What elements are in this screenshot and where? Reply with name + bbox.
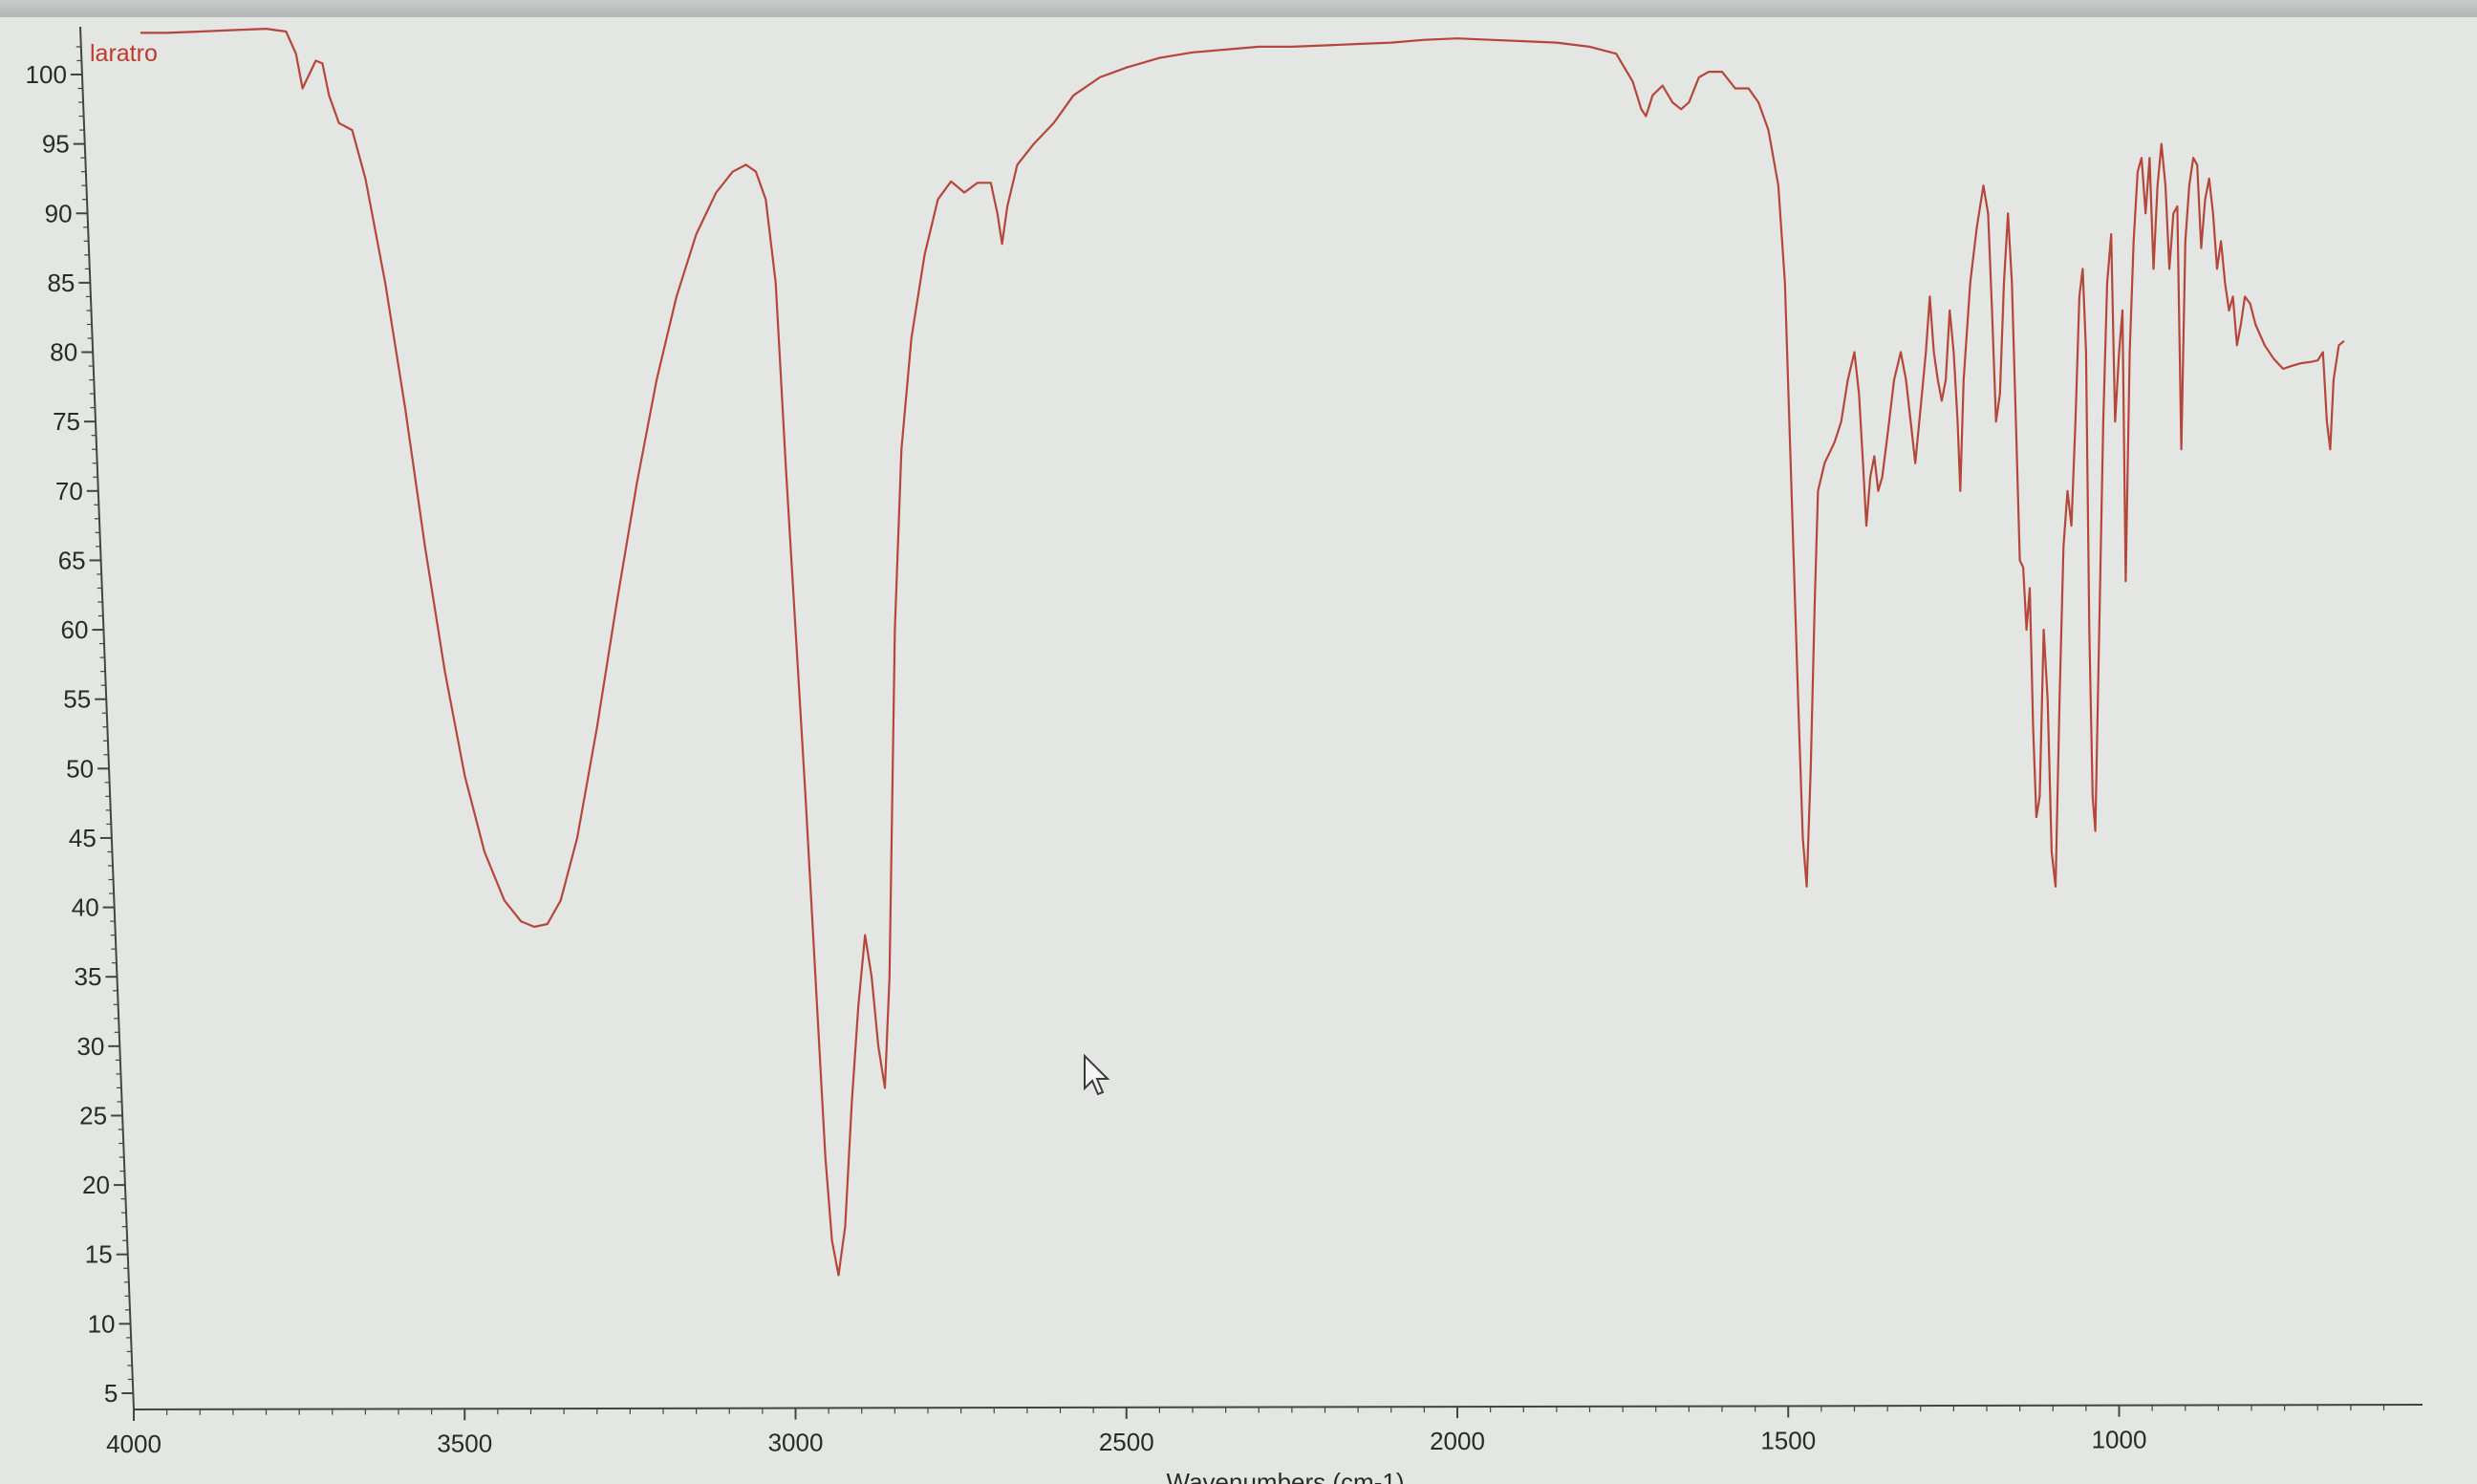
x-tick-label: 1000 [2092, 1426, 2147, 1454]
y-tick-label: 70 [55, 477, 83, 505]
y-tick-label: 50 [66, 754, 94, 783]
x-axis-line [133, 1404, 2423, 1410]
x-tick-label: 2500 [1099, 1428, 1154, 1456]
y-tick-label: 45 [69, 824, 97, 852]
y-tick-label: 55 [63, 685, 91, 714]
y-tick-label: 95 [42, 130, 70, 159]
plot-background [0, 17, 2477, 1484]
mouse-pointer-icon [1084, 1053, 1110, 1096]
y-tick-label: 15 [85, 1240, 113, 1269]
legend-entry: laratro [90, 40, 158, 67]
x-tick-label: 4000 [106, 1430, 162, 1458]
y-tick-label: 10 [88, 1309, 116, 1338]
spectrum-series-line [140, 28, 2345, 1277]
y-axis-line [79, 26, 135, 1410]
y-tick-label: 25 [79, 1101, 107, 1129]
y-tick-label: 40 [72, 893, 99, 922]
axes: 100 95 90 85 80 75 70 65 60 55 50 45 40 35 30 25 20 15 10 5… [26, 26, 2423, 1458]
y-tick-label: 85 [47, 269, 75, 297]
x-tick-label: 3500 [437, 1429, 492, 1457]
y-tick-label: 60 [61, 615, 89, 644]
y-tick-label: 65 [58, 546, 86, 574]
y-tick-label: 100 [26, 60, 67, 89]
y-tick-label: 75 [53, 407, 80, 436]
y-tick-label: 90 [45, 199, 73, 227]
x-axis-title: Wavenumbers (cm-1) [1167, 1468, 1405, 1484]
x-tick-label: 2000 [1430, 1427, 1485, 1455]
y-tick-label: 20 [82, 1171, 110, 1199]
y-tick-label: 35 [75, 962, 102, 991]
y-tick-label: 30 [76, 1032, 104, 1061]
y-tick-label: 5 [104, 1379, 118, 1408]
x-tick-label: 1500 [1760, 1426, 1816, 1454]
x-tick-label: 3000 [768, 1429, 824, 1457]
y-tick-label: 80 [50, 338, 77, 367]
